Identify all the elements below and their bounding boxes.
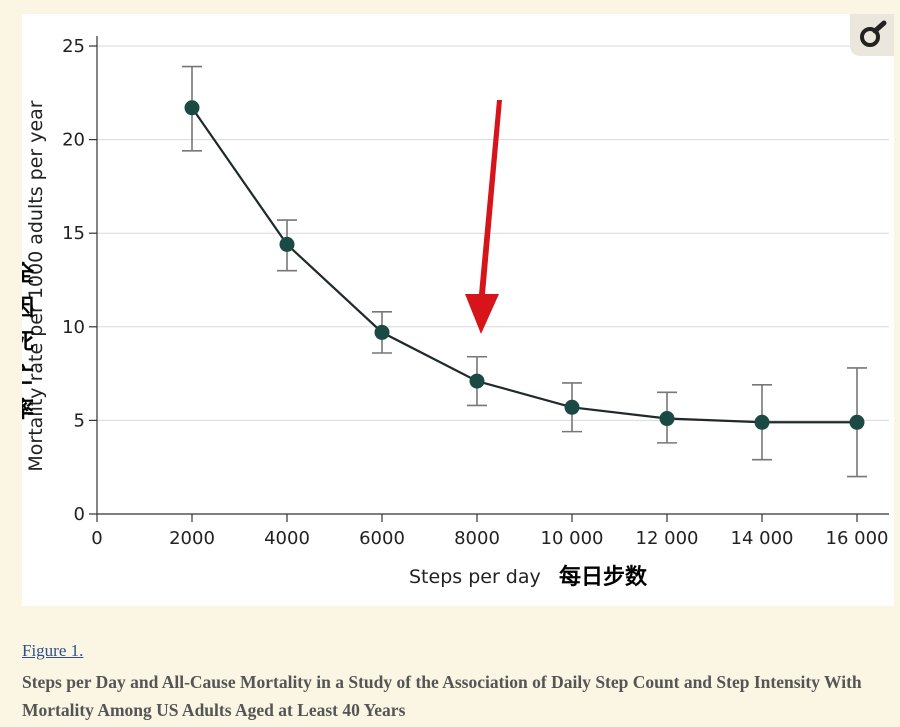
x-axis-title: Steps per day — [409, 566, 541, 588]
y-axis-title-cn-char: 死 — [22, 330, 34, 355]
x-tick-label: 2000 — [169, 528, 215, 549]
mortality-chart: 0 5 10 15 20 25 0 2000 4000 6000 8000 10 000 12 000 1… — [22, 36, 889, 590]
data-point — [279, 236, 295, 252]
data-point — [184, 100, 200, 116]
x-tick-label: 4000 — [264, 528, 310, 549]
x-tick-label: 16 000 — [826, 528, 889, 549]
data-point — [469, 373, 485, 389]
y-tick-label: 15 — [62, 223, 85, 244]
x-tick-label: 10 000 — [541, 528, 604, 549]
data-point — [659, 411, 675, 427]
y-axis-title-cn-char: 亡 — [22, 363, 34, 389]
chart-panel: 0 5 10 15 20 25 0 2000 4000 6000 8000 10 000 12 000 1… — [22, 14, 894, 606]
y-tick-label: 10 — [62, 317, 85, 338]
red-arrow-annotation — [465, 100, 502, 334]
data-point — [564, 399, 580, 415]
y-tick-label: 5 — [74, 410, 85, 431]
x-tick-label: 8000 — [454, 528, 500, 549]
data-point — [849, 414, 865, 430]
x-tick-label: 14 000 — [731, 528, 794, 549]
data-point — [754, 414, 770, 430]
y-tick-label: 0 — [74, 504, 85, 525]
y-axis-title: Mortality rate per 1000 adults per year — [25, 100, 47, 471]
x-tick-label: 0 — [91, 528, 102, 549]
x-axis-title-cn: 每日步数 — [559, 564, 648, 590]
y-tick-label: 25 — [62, 36, 85, 57]
x-tick-label: 12 000 — [636, 528, 699, 549]
series-line — [191, 107, 857, 424]
logo-badge[interactable] — [850, 14, 894, 56]
x-tick-label: 6000 — [359, 528, 405, 549]
data-point — [374, 324, 390, 340]
figure-link[interactable]: Figure 1. — [22, 641, 84, 660]
y-axis-title-cn-char: 因 — [22, 296, 34, 321]
y-axis-title-cn-char: 率 — [22, 397, 34, 423]
y-axis-title-cn-char: 全 — [22, 261, 35, 287]
figure-caption: Steps per Day and All-Cause Mortality in… — [22, 672, 862, 720]
magnifier-logo-icon — [860, 20, 887, 47]
y-tick-label: 20 — [62, 130, 85, 151]
